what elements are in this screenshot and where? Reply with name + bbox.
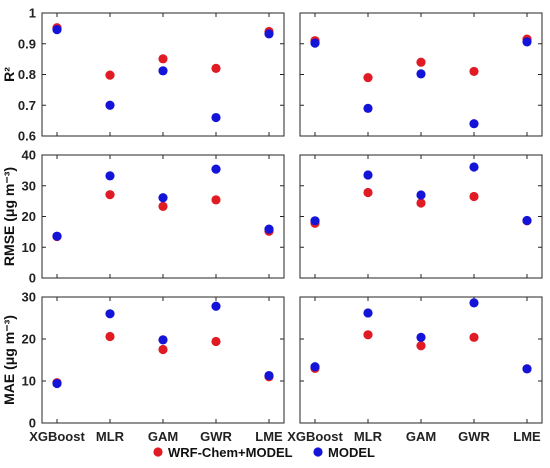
ytick-label-r1-0: 0 bbox=[29, 271, 36, 286]
point-model-r0-c0-gwr bbox=[211, 112, 221, 123]
xtick-label-c1-xgboost: XGBoost bbox=[287, 429, 343, 444]
xtick-label-c0-gam: GAM bbox=[148, 429, 178, 444]
point-model-r0-c1-gam bbox=[416, 69, 426, 79]
point-model-r1-c1-gwr bbox=[469, 162, 479, 172]
ylabel-row-2: MAE (μg m⁻³) bbox=[1, 315, 17, 405]
point-model-r1-c0-gwr bbox=[211, 164, 221, 174]
ytick-label-r2-0: 0 bbox=[29, 416, 36, 431]
legend-model-marker bbox=[313, 447, 323, 457]
panel-frame-r1-c1 bbox=[299, 154, 543, 279]
point-wrf-chem-model-r2-c1-gwr bbox=[469, 332, 479, 342]
panel-frame-r2-c1 bbox=[299, 296, 543, 424]
ytick-label-r0-0: 0.6 bbox=[18, 129, 36, 144]
point-wrf-chem-model-r0-c0-gam bbox=[158, 54, 168, 64]
ytick-label-r0-1: 0.7 bbox=[18, 98, 36, 113]
point-model-r0-c1-xgboost bbox=[310, 38, 320, 48]
point-model-r2-c1-mlr bbox=[363, 308, 373, 318]
ytick-label-r1-4: 40 bbox=[22, 148, 36, 163]
panel-frame-r1-c0 bbox=[41, 154, 285, 279]
point-model-r1-c0-gam bbox=[158, 193, 168, 203]
point-wrf-chem-model-r1-c1-gwr bbox=[469, 191, 479, 202]
ytick-label-r1-1: 10 bbox=[22, 240, 36, 255]
point-wrf-chem-model-r1-c0-gam bbox=[158, 201, 168, 211]
point-model-r0-c0-lme bbox=[264, 29, 274, 39]
ytick-label-r1-3: 30 bbox=[22, 178, 36, 193]
ytick-label-r2-1: 10 bbox=[22, 374, 36, 389]
ytick-label-r2-3: 30 bbox=[22, 290, 36, 305]
point-model-r0-c1-gwr bbox=[469, 119, 479, 129]
xtick-label-c0-gwr: GWR bbox=[200, 429, 232, 444]
point-wrf-chem-model-r2-c0-mlr bbox=[105, 331, 115, 342]
point-model-r2-c0-gwr bbox=[211, 301, 221, 311]
point-model-r1-c0-mlr bbox=[105, 171, 115, 181]
ytick-label-r0-3: 0.9 bbox=[18, 36, 36, 51]
ylabel-row-0: R² bbox=[1, 67, 17, 82]
point-wrf-chem-model-r1-c1-gam bbox=[416, 198, 426, 208]
point-wrf-chem-model-r2-c0-gwr bbox=[211, 336, 221, 347]
point-model-r2-c0-gam bbox=[158, 335, 168, 345]
legend-wrf-chem-model-label: WRF-Chem+MODEL bbox=[168, 445, 293, 460]
point-model-r0-c1-lme bbox=[522, 37, 532, 47]
point-wrf-chem-model-r2-c1-gam bbox=[416, 341, 426, 351]
point-model-r2-c1-gwr bbox=[469, 298, 479, 308]
point-model-r0-c0-gam bbox=[158, 66, 168, 76]
xtick-label-c0-xgboost: XGBoost bbox=[29, 429, 85, 444]
point-wrf-chem-model-r0-c0-mlr bbox=[105, 70, 115, 80]
point-wrf-chem-model-r0-c1-mlr bbox=[363, 72, 373, 83]
xtick-label-c1-gwr: GWR bbox=[458, 429, 490, 444]
ytick-label-r1-2: 20 bbox=[22, 209, 36, 224]
point-model-r1-c1-mlr bbox=[363, 170, 373, 180]
ytick-label-r0-2: 0.8 bbox=[18, 67, 36, 82]
ytick-label-r0-4: 1 bbox=[29, 6, 36, 21]
point-wrf-chem-model-r0-c0-gwr bbox=[211, 63, 221, 73]
point-model-r0-c0-xgboost bbox=[52, 25, 62, 35]
ylabel-row-1: RMSE (μg m⁻³) bbox=[1, 167, 17, 266]
point-wrf-chem-model-r2-c1-mlr bbox=[363, 330, 373, 340]
point-wrf-chem-model-r1-c1-mlr bbox=[363, 187, 373, 198]
point-model-r0-c0-mlr bbox=[105, 100, 115, 110]
point-model-r0-c1-mlr bbox=[363, 103, 373, 113]
point-model-r2-c1-lme bbox=[522, 364, 532, 374]
point-wrf-chem-model-r1-c0-mlr bbox=[105, 190, 115, 200]
panel-frame-r2-c0 bbox=[41, 296, 285, 424]
point-model-r1-c0-xgboost bbox=[52, 231, 62, 241]
point-model-r1-c1-lme bbox=[522, 215, 532, 226]
xtick-label-c0-lme: LME bbox=[255, 429, 283, 444]
point-wrf-chem-model-r0-c1-gwr bbox=[469, 66, 479, 77]
xtick-label-c1-lme: LME bbox=[513, 429, 541, 444]
ytick-label-r2-2: 20 bbox=[22, 332, 36, 347]
point-wrf-chem-model-r2-c0-gam bbox=[158, 344, 168, 355]
point-model-r2-c1-gam bbox=[416, 332, 426, 342]
xtick-label-c1-mlr: MLR bbox=[354, 429, 383, 444]
point-model-r2-c0-mlr bbox=[105, 309, 115, 319]
point-model-r1-c0-lme bbox=[264, 224, 274, 234]
point-model-r2-c0-xgboost bbox=[52, 378, 62, 389]
point-model-r2-c0-lme bbox=[264, 370, 274, 381]
xtick-label-c0-mlr: MLR bbox=[96, 429, 125, 444]
point-model-r2-c1-xgboost bbox=[310, 362, 320, 372]
point-wrf-chem-model-r0-c1-gam bbox=[416, 57, 426, 67]
point-model-r1-c1-gam bbox=[416, 190, 426, 200]
point-model-r1-c1-xgboost bbox=[310, 216, 320, 226]
legend-model-label: MODEL bbox=[328, 445, 375, 460]
xtick-label-c1-gam: GAM bbox=[406, 429, 436, 444]
point-wrf-chem-model-r1-c0-gwr bbox=[211, 195, 221, 205]
legend-wrf-chem-model-marker bbox=[153, 447, 163, 457]
